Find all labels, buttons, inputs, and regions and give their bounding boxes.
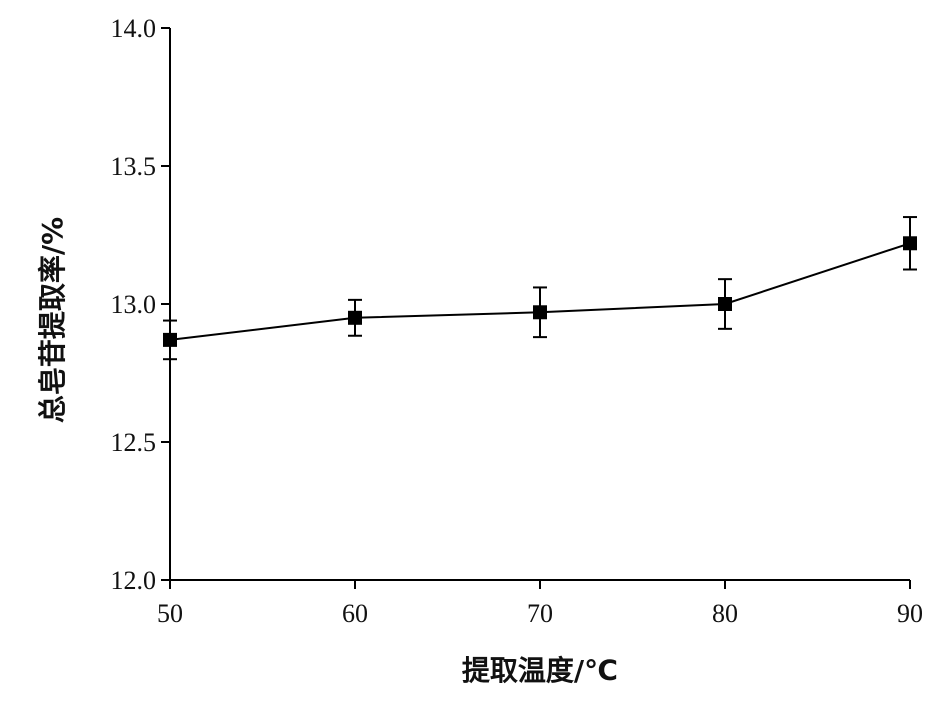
x-axis-ticks: 50 60 70 80 90 xyxy=(157,580,923,628)
data-markers xyxy=(163,236,917,347)
x-tick-label: 80 xyxy=(712,599,738,628)
x-tick-label: 70 xyxy=(527,599,553,628)
y-tick-label: 12.0 xyxy=(111,566,157,595)
x-tick-label: 60 xyxy=(342,599,368,628)
data-point xyxy=(718,297,732,311)
y-tick-label: 13.5 xyxy=(111,152,157,181)
data-point xyxy=(348,310,362,325)
y-axis-title: 总皂苷提取率/% xyxy=(36,217,69,423)
x-tick-label: 50 xyxy=(157,599,183,628)
y-axis-ticks: 12.0 12.5 13.0 13.5 14.0 xyxy=(111,14,170,595)
y-tick-label: 12.5 xyxy=(111,428,157,457)
y-tick-label: 13.0 xyxy=(111,290,157,319)
data-point xyxy=(163,332,177,347)
error-bars xyxy=(163,216,917,361)
data-point xyxy=(903,236,917,251)
x-axis-title: 提取温度/℃ xyxy=(462,654,618,687)
data-point xyxy=(533,305,547,320)
y-tick-label: 14.0 xyxy=(111,14,157,43)
x-tick-label: 90 xyxy=(897,599,923,628)
